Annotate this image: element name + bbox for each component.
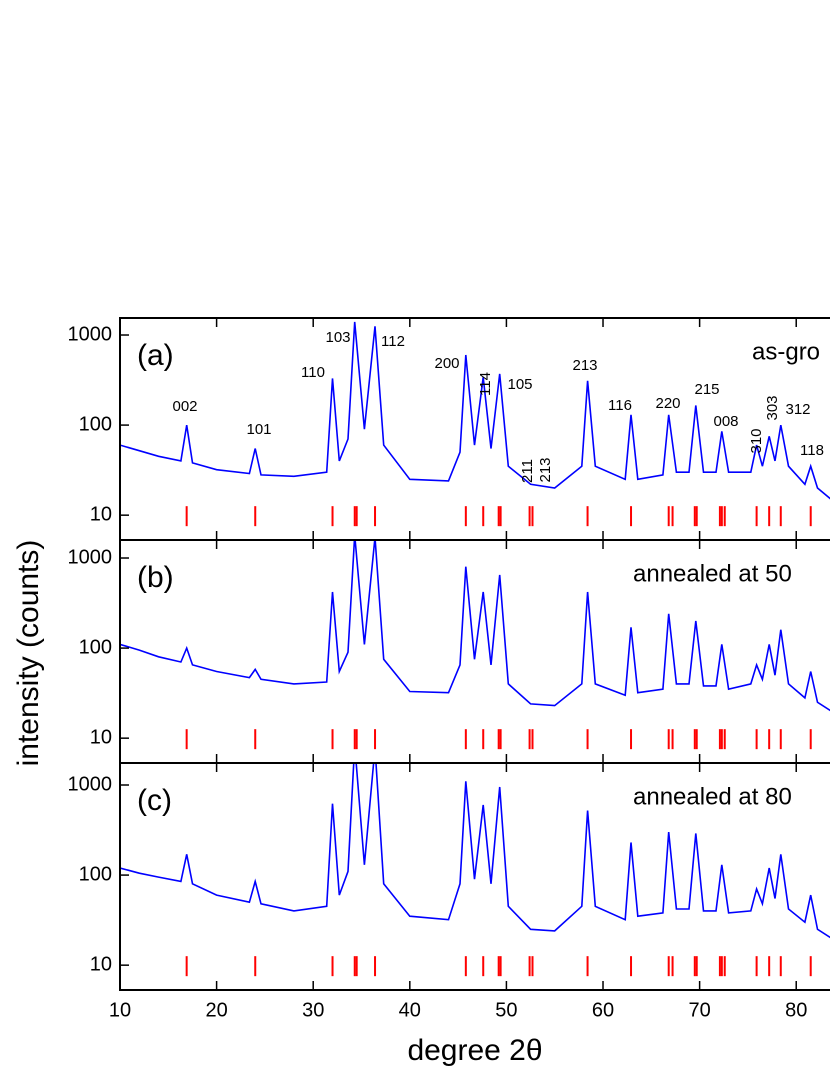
peak-label: 303	[764, 395, 781, 420]
y-tick-label: 100	[79, 636, 112, 658]
x-tick-label: 20	[205, 999, 227, 1021]
y-tick-label: 1000	[68, 546, 113, 568]
peak-label: 101	[246, 421, 271, 438]
panel-label: (c)	[137, 784, 172, 817]
peak-label: 110	[301, 364, 325, 381]
x-tick-label: 70	[688, 999, 710, 1021]
peak-label: 008	[713, 413, 738, 430]
peak-label: 215	[694, 381, 719, 398]
spectrum-line	[120, 763, 830, 939]
x-tick-label: 30	[302, 999, 324, 1021]
peak-label: 118	[800, 442, 824, 459]
panel-label: (a)	[137, 339, 174, 372]
x-tick-label: 50	[495, 999, 517, 1021]
y-tick-label: 10	[90, 726, 112, 748]
peak-label: 200	[434, 355, 459, 372]
x-tick-label: 40	[399, 999, 421, 1021]
peak-label: 103	[325, 329, 350, 346]
peak-label: 211	[519, 459, 536, 483]
x-tick-label: 60	[592, 999, 614, 1021]
peak-label: 312	[785, 401, 810, 418]
peak-label: 220	[655, 395, 680, 412]
peak-label: 116	[608, 397, 632, 414]
peak-label: 002	[172, 398, 197, 415]
panel-frame	[119, 762, 830, 991]
peak-label: 213	[537, 457, 554, 482]
y-axis-label: intensity (counts)	[12, 540, 45, 767]
x-axis-label: degree 2θ	[407, 1034, 542, 1067]
spectrum-line	[120, 321, 830, 500]
panel-annotation: annealed at 80	[633, 783, 792, 810]
y-tick-label: 10	[90, 953, 112, 975]
y-tick-label: 1000	[68, 773, 113, 795]
x-tick-label: 10	[109, 999, 131, 1021]
panel-label: (b)	[137, 561, 174, 594]
peak-label: 213	[572, 357, 597, 374]
y-tick-label: 100	[79, 413, 112, 435]
peak-label: 112	[381, 333, 405, 350]
y-tick-label: 10	[90, 503, 112, 525]
y-tick-label: 1000	[68, 323, 113, 345]
y-tick-label: 100	[79, 863, 112, 885]
peak-label: 310	[748, 428, 765, 453]
panel-annotation: annealed at 50	[633, 560, 792, 587]
panel-annotation: as-gro	[752, 338, 820, 365]
x-tick-label: 80	[785, 999, 807, 1021]
peak-label: 114	[477, 372, 494, 396]
peak-label: 105	[507, 376, 532, 393]
spectrum-line	[120, 540, 830, 712]
